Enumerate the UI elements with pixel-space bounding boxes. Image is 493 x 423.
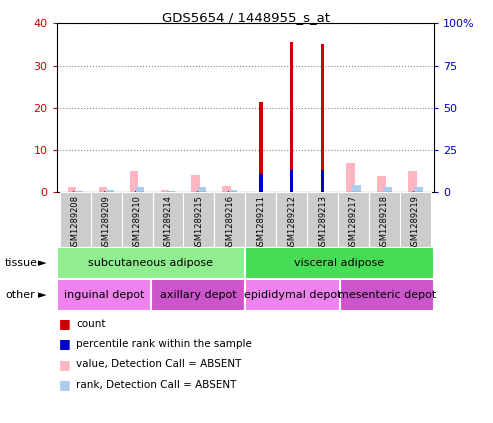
Bar xyxy=(214,192,245,247)
Text: count: count xyxy=(76,319,106,329)
Text: value, Detection Call = ABSENT: value, Detection Call = ABSENT xyxy=(76,359,242,369)
Bar xyxy=(346,163,354,192)
Bar xyxy=(259,102,263,192)
Bar xyxy=(161,190,169,192)
Bar xyxy=(408,171,417,192)
Text: ►: ► xyxy=(37,290,46,300)
Bar xyxy=(400,192,431,247)
Bar xyxy=(259,174,263,192)
Text: GSM1289215: GSM1289215 xyxy=(194,195,204,251)
Text: rank, Detection Call = ABSENT: rank, Detection Call = ABSENT xyxy=(76,379,237,390)
Text: GSM1289218: GSM1289218 xyxy=(380,195,389,251)
Bar xyxy=(290,42,293,192)
Text: GSM1289216: GSM1289216 xyxy=(225,195,234,251)
Bar xyxy=(383,187,392,192)
Bar xyxy=(245,279,340,311)
Text: ■: ■ xyxy=(59,338,71,350)
Bar xyxy=(197,191,201,192)
Bar xyxy=(352,185,361,192)
Text: visceral adipose: visceral adipose xyxy=(294,258,385,268)
Bar xyxy=(383,191,386,192)
Text: ■: ■ xyxy=(59,378,71,391)
Bar xyxy=(414,191,417,192)
Text: other: other xyxy=(5,290,35,300)
Bar xyxy=(105,190,113,192)
Bar xyxy=(167,191,176,192)
Text: subcutaneous adipose: subcutaneous adipose xyxy=(88,258,213,268)
Text: GSM1289211: GSM1289211 xyxy=(256,195,265,251)
Bar xyxy=(245,247,434,279)
Bar xyxy=(307,192,338,247)
Bar xyxy=(191,175,200,192)
Bar xyxy=(135,191,139,192)
Text: ■: ■ xyxy=(59,317,71,330)
Bar xyxy=(151,279,245,311)
Text: axillary depot: axillary depot xyxy=(160,290,237,300)
Text: GDS5654 / 1448955_s_at: GDS5654 / 1448955_s_at xyxy=(163,11,330,24)
Text: GSM1289213: GSM1289213 xyxy=(318,195,327,251)
Bar xyxy=(229,190,237,192)
Bar xyxy=(73,191,77,192)
Text: ►: ► xyxy=(37,258,46,268)
Bar xyxy=(228,191,232,192)
Bar xyxy=(68,187,76,192)
Bar xyxy=(276,192,307,247)
Text: GSM1289219: GSM1289219 xyxy=(411,195,420,251)
Bar xyxy=(414,187,423,192)
Bar xyxy=(369,192,400,247)
Bar xyxy=(57,279,151,311)
Bar xyxy=(320,170,324,192)
Bar xyxy=(338,192,369,247)
Text: GSM1289209: GSM1289209 xyxy=(102,195,110,251)
Bar xyxy=(377,176,386,192)
Bar xyxy=(320,44,324,192)
Text: percentile rank within the sample: percentile rank within the sample xyxy=(76,339,252,349)
Bar xyxy=(222,186,231,192)
Bar xyxy=(183,192,214,247)
Text: GSM1289208: GSM1289208 xyxy=(70,195,80,251)
Text: GSM1289210: GSM1289210 xyxy=(133,195,141,251)
Text: GSM1289212: GSM1289212 xyxy=(287,195,296,251)
Text: mesenteric depot: mesenteric depot xyxy=(338,290,436,300)
Bar xyxy=(57,247,245,279)
Bar xyxy=(105,191,108,192)
Text: ■: ■ xyxy=(59,358,71,371)
Bar xyxy=(99,187,107,192)
Bar xyxy=(245,192,276,247)
Bar xyxy=(122,192,152,247)
Text: tissue: tissue xyxy=(5,258,38,268)
Text: GSM1289217: GSM1289217 xyxy=(349,195,358,251)
Bar xyxy=(290,170,293,192)
Bar xyxy=(340,279,434,311)
Text: inguinal depot: inguinal depot xyxy=(64,290,144,300)
Bar xyxy=(136,187,144,192)
Bar xyxy=(74,191,83,192)
Text: epididymal depot: epididymal depot xyxy=(244,290,341,300)
Bar xyxy=(152,192,183,247)
Bar xyxy=(60,192,91,247)
Bar xyxy=(198,187,206,192)
Bar xyxy=(352,191,355,192)
Bar xyxy=(91,192,122,247)
Text: GSM1289214: GSM1289214 xyxy=(164,195,173,251)
Bar xyxy=(130,171,139,192)
